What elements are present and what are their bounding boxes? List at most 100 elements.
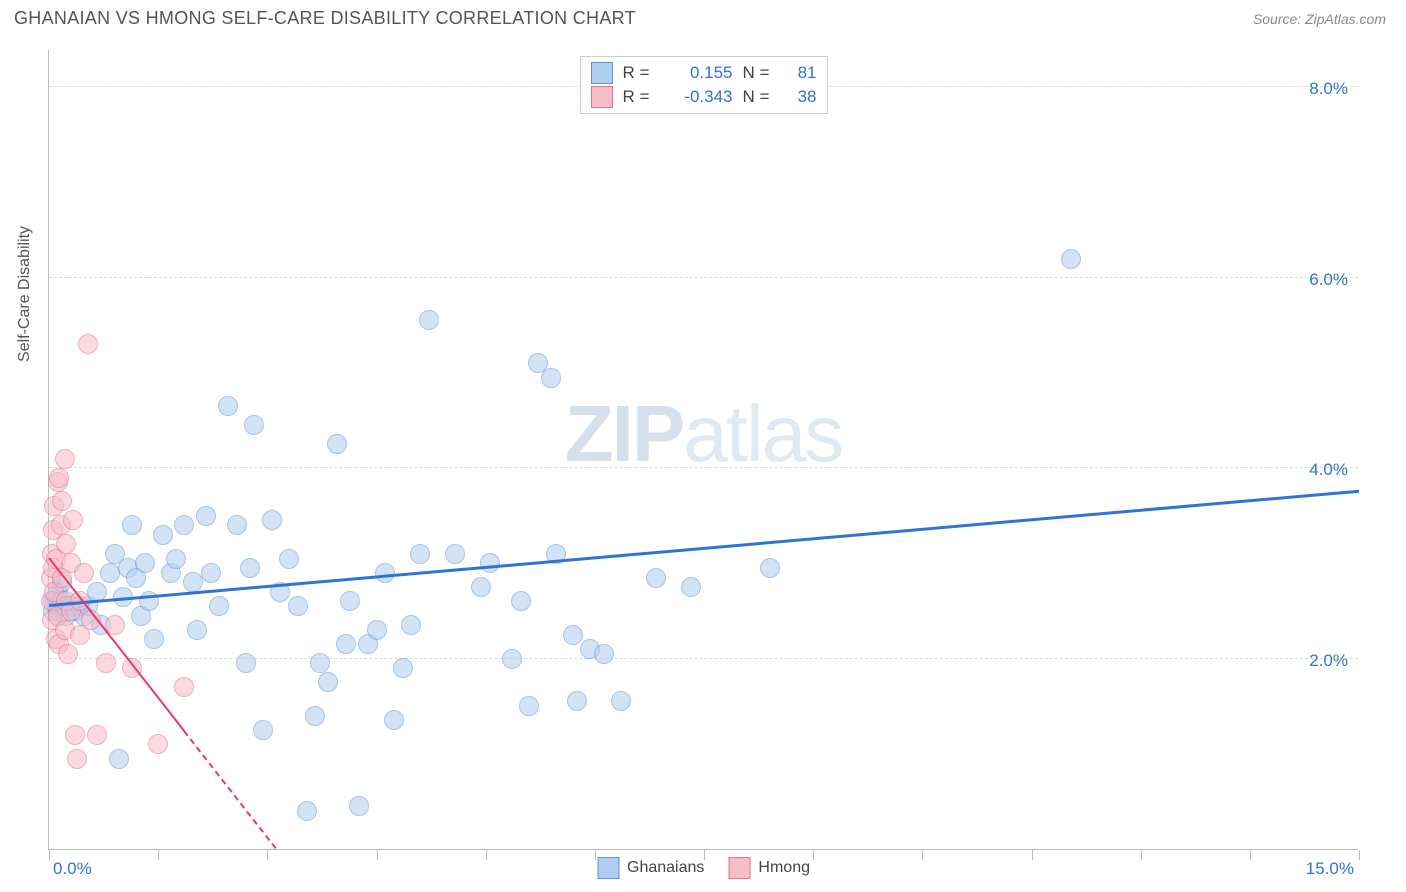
stat-r-label: R =: [623, 63, 653, 83]
x-tick: [377, 850, 378, 860]
data-point: [318, 672, 338, 692]
stat-r-value: 0.155: [663, 63, 733, 83]
stat-n-value: 38: [787, 87, 817, 107]
data-point: [480, 553, 500, 573]
data-point: [153, 525, 173, 545]
data-point: [58, 644, 78, 664]
gridline: [49, 467, 1358, 468]
legend-swatch: [597, 857, 619, 879]
x-tick-label: 15.0%: [1306, 859, 1354, 879]
data-point: [218, 396, 238, 416]
legend-item: Hmong: [728, 857, 810, 879]
data-point: [87, 725, 107, 745]
data-point: [74, 563, 94, 583]
x-tick: [1250, 850, 1251, 860]
y-tick-label: 2.0%: [1309, 651, 1348, 671]
stat-n-value: 81: [787, 63, 817, 83]
data-point: [65, 725, 85, 745]
trend-line: [184, 730, 277, 849]
data-point: [327, 434, 347, 454]
data-point: [567, 691, 587, 711]
legend-label: Ghanaians: [627, 859, 704, 877]
data-point: [541, 368, 561, 388]
data-point: [310, 653, 330, 673]
x-tick-label: 0.0%: [53, 859, 92, 879]
stat-r-label: R =: [623, 87, 653, 107]
x-tick: [1359, 850, 1360, 860]
data-point: [760, 558, 780, 578]
data-point: [519, 696, 539, 716]
legend: Ghanaians Hmong: [597, 857, 810, 879]
data-point: [445, 544, 465, 564]
x-tick: [922, 850, 923, 860]
data-point: [594, 644, 614, 664]
data-point: [144, 629, 164, 649]
data-point: [49, 468, 69, 488]
data-point: [646, 568, 666, 588]
data-point: [511, 591, 531, 611]
series-swatch: [591, 86, 613, 108]
watermark-zip: ZIP: [565, 389, 683, 478]
data-point: [201, 563, 221, 583]
data-point: [174, 515, 194, 535]
data-point: [56, 534, 76, 554]
watermark: ZIPatlas: [565, 388, 842, 480]
scatter-chart: ZIPatlas 2.0%4.0%6.0%8.0%0.0%15.0%R =0.1…: [48, 50, 1358, 850]
data-point: [502, 649, 522, 669]
x-tick: [595, 850, 596, 860]
legend-swatch: [728, 857, 750, 879]
data-point: [52, 491, 72, 511]
y-tick-label: 8.0%: [1309, 79, 1348, 99]
data-point: [367, 620, 387, 640]
watermark-atlas: atlas: [683, 389, 842, 478]
data-point: [419, 310, 439, 330]
data-point: [1061, 249, 1081, 269]
data-point: [305, 706, 325, 726]
data-point: [563, 625, 583, 645]
data-point: [227, 515, 247, 535]
data-point: [336, 634, 356, 654]
data-point: [393, 658, 413, 678]
y-axis-label: Self-Care Disability: [16, 226, 34, 362]
trend-line: [49, 489, 1359, 606]
data-point: [681, 577, 701, 597]
data-point: [262, 510, 282, 530]
data-point: [135, 553, 155, 573]
stats-row: R =0.155N =81: [591, 61, 817, 85]
data-point: [67, 749, 87, 769]
data-point: [55, 449, 75, 469]
stat-r-value: -0.343: [663, 87, 733, 107]
x-tick: [158, 850, 159, 860]
legend-label: Hmong: [758, 859, 810, 877]
x-tick: [49, 850, 50, 860]
x-tick: [486, 850, 487, 860]
x-tick: [813, 850, 814, 860]
data-point: [340, 591, 360, 611]
data-point: [166, 549, 186, 569]
data-point: [109, 749, 129, 769]
data-point: [279, 549, 299, 569]
chart-title: GHANAIAN VS HMONG SELF-CARE DISABILITY C…: [14, 8, 636, 29]
stats-row: R = -0.343 N = 38: [591, 85, 817, 109]
y-tick-label: 6.0%: [1309, 270, 1348, 290]
data-point: [174, 677, 194, 697]
x-tick: [1141, 850, 1142, 860]
data-point: [240, 558, 260, 578]
series-swatch: [591, 62, 613, 84]
data-point: [375, 563, 395, 583]
legend-item: Ghanaians: [597, 857, 704, 879]
x-tick: [267, 850, 268, 860]
data-point: [236, 653, 256, 673]
data-point: [288, 596, 308, 616]
data-point: [209, 596, 229, 616]
data-point: [187, 620, 207, 640]
chart-source: Source: ZipAtlas.com: [1253, 11, 1386, 27]
data-point: [471, 577, 491, 597]
data-point: [253, 720, 273, 740]
data-point: [384, 710, 404, 730]
data-point: [401, 615, 421, 635]
chart-header: GHANAIAN VS HMONG SELF-CARE DISABILITY C…: [0, 0, 1406, 37]
stat-n-label: N =: [743, 87, 773, 107]
data-point: [148, 734, 168, 754]
y-tick-label: 4.0%: [1309, 460, 1348, 480]
